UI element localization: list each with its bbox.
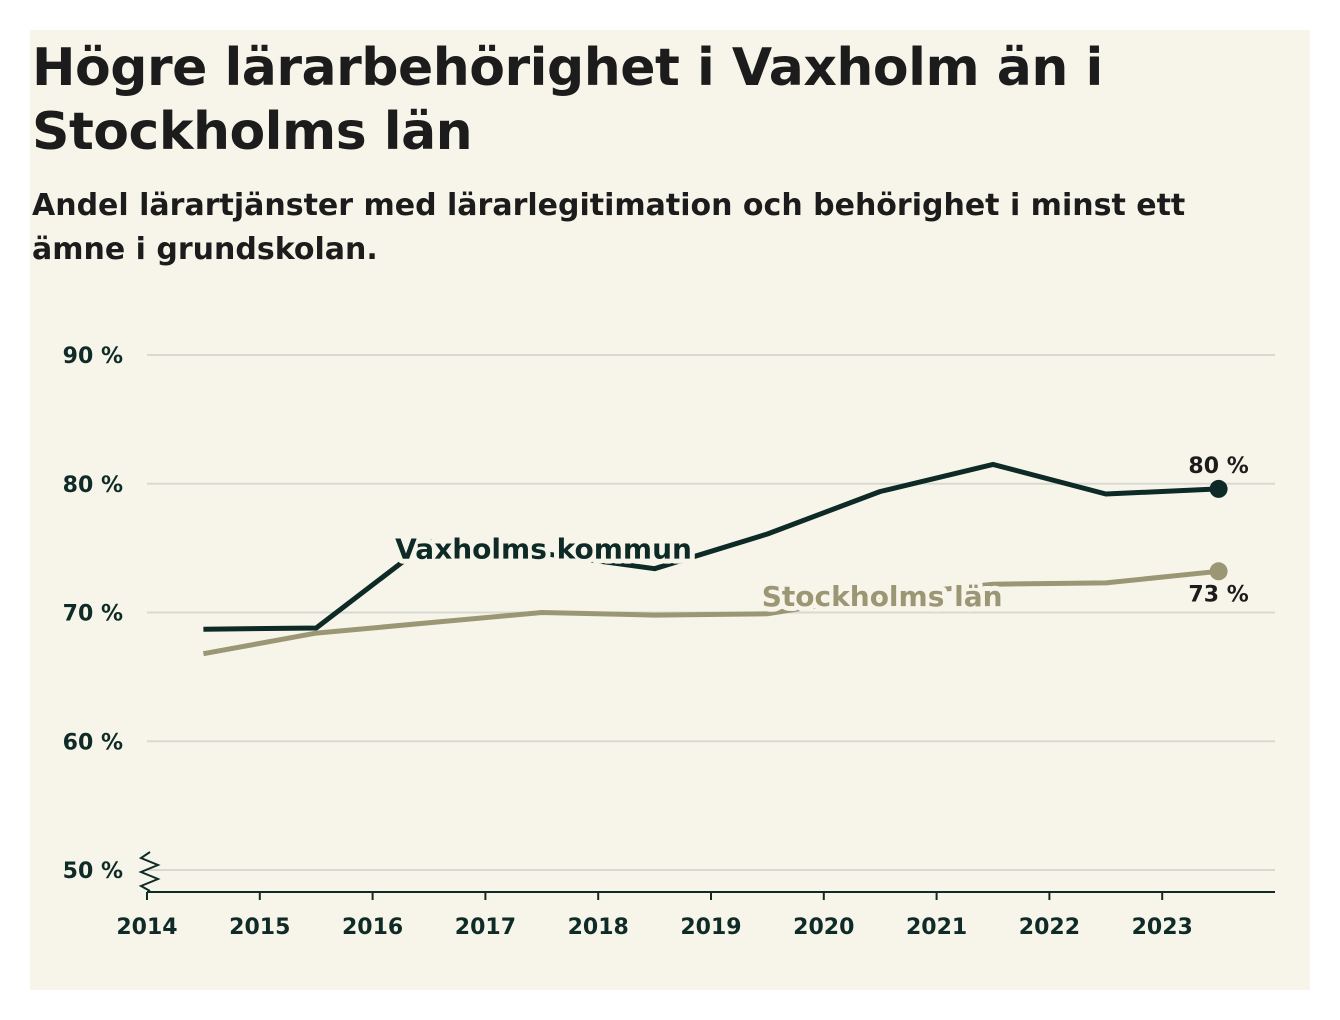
series-label-stockholm: Stockholms län: [762, 580, 1003, 613]
series-line-vaxholm: [203, 461, 1219, 632]
x-tick-label: 2020: [793, 915, 854, 940]
chart-card: [30, 30, 1310, 990]
y-tick-label: 60 %: [63, 730, 123, 755]
end-point-vaxholm: [1209, 479, 1228, 498]
x-tick-label: 2021: [906, 915, 967, 940]
chart-title: Högre lärarbehörighet i Vaxholm än i Sto…: [32, 38, 1103, 162]
axis-break-icon: [138, 851, 161, 892]
x-tick-label: 2014: [116, 915, 177, 940]
x-tick-label: 2023: [1132, 915, 1193, 940]
y-tick-label: 50 %: [63, 859, 123, 884]
end-value-label-stockholm: 73 %: [1188, 582, 1248, 607]
x-tick-label: 2018: [568, 915, 629, 940]
x-tick-label: 2022: [1019, 915, 1080, 940]
x-tick-label: 2016: [342, 915, 403, 940]
y-tick-label: 80 %: [63, 473, 123, 498]
series-line-stockholm: [202, 568, 1219, 657]
end-point-stockholm: [1209, 562, 1228, 581]
x-tick-label: 2019: [680, 915, 741, 940]
y-tick-label: 90 %: [63, 344, 123, 369]
end-value-label-vaxholm: 80 %: [1188, 454, 1248, 479]
chart-subtitle: Andel lärartjänster med lärarlegitimatio…: [32, 188, 1186, 267]
x-tick-label: 2015: [229, 915, 290, 940]
y-tick-label: 70 %: [63, 602, 123, 627]
series-label-vaxholm: Vaxholms kommun: [395, 532, 692, 565]
x-tick-label: 2017: [455, 915, 516, 940]
